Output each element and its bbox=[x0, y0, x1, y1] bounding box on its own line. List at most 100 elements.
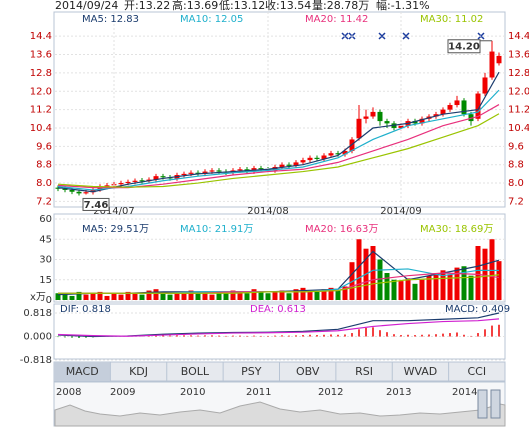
y-tick-label: 0.818 bbox=[23, 308, 52, 319]
candle-body bbox=[139, 180, 145, 182]
y-tick-label: 7.2 bbox=[508, 196, 524, 207]
header-high: 高:13.69 bbox=[172, 0, 218, 12]
volume-bar bbox=[384, 273, 390, 300]
candle-body bbox=[356, 118, 362, 139]
candle-body bbox=[237, 169, 243, 171]
range-handle[interactable] bbox=[490, 389, 501, 419]
y-tick-label: 7.2 bbox=[36, 196, 52, 207]
volume-bar bbox=[83, 294, 89, 300]
candle-body bbox=[384, 121, 390, 124]
volume-bar bbox=[202, 293, 208, 300]
candle-body bbox=[412, 121, 418, 124]
volume-bar bbox=[356, 239, 362, 300]
timeline-year: 2014 bbox=[452, 387, 477, 398]
y-tick-label: 0 bbox=[46, 295, 52, 306]
volume-bar bbox=[300, 287, 306, 300]
candle-body bbox=[132, 180, 138, 182]
volume-bar bbox=[321, 289, 327, 300]
ma-line bbox=[58, 274, 500, 294]
header-low: 低:13.12 bbox=[219, 0, 265, 12]
header-volume: 量:28.78万 bbox=[312, 0, 369, 12]
volume-bar bbox=[475, 246, 481, 300]
y-tick-label: 8.8 bbox=[508, 160, 524, 171]
timeline-year: 2012 bbox=[318, 387, 343, 398]
y-tick-label: 13.6 bbox=[30, 50, 52, 61]
ma-line bbox=[58, 268, 500, 294]
tab[interactable]: RSI bbox=[355, 365, 373, 378]
low-mark: 7.46 bbox=[84, 200, 109, 211]
ma-line bbox=[58, 272, 500, 294]
candle-body bbox=[216, 170, 222, 172]
tab[interactable]: OBV bbox=[296, 365, 320, 378]
candle-body bbox=[293, 162, 299, 166]
volume-bar bbox=[496, 261, 502, 300]
volume-bar bbox=[279, 290, 285, 300]
volume-bar bbox=[258, 291, 264, 300]
y-tick-label: 45 bbox=[39, 234, 52, 245]
volume-bar bbox=[244, 293, 250, 300]
tab[interactable]: KDJ bbox=[129, 365, 148, 378]
candle-body bbox=[258, 168, 264, 170]
y-tick-label: -0.818 bbox=[20, 355, 52, 366]
volume-bar bbox=[132, 293, 138, 300]
tab[interactable]: MACD bbox=[66, 365, 99, 378]
tab[interactable]: WVAD bbox=[404, 365, 438, 378]
y-tick-label: 60 bbox=[39, 214, 52, 225]
volume-bar bbox=[272, 291, 278, 300]
ma-line bbox=[57, 89, 500, 191]
tab[interactable]: CCI bbox=[468, 365, 487, 378]
candle-body bbox=[125, 181, 131, 184]
volume-bar bbox=[342, 286, 348, 300]
tab[interactable]: BOLL bbox=[181, 365, 210, 378]
volume-bar bbox=[482, 248, 488, 300]
candle-body bbox=[335, 153, 341, 155]
volume-bar bbox=[328, 287, 334, 300]
timeline-year: 2010 bbox=[180, 387, 205, 398]
volume-bar bbox=[433, 273, 439, 300]
volume-bar bbox=[454, 267, 460, 300]
volume-bar bbox=[174, 291, 180, 300]
candle-body bbox=[160, 176, 166, 178]
candle-body bbox=[447, 105, 453, 110]
volume-bar bbox=[440, 270, 446, 300]
ma-line bbox=[57, 113, 500, 188]
volume-bar bbox=[55, 293, 61, 300]
y-tick-label: 10.4 bbox=[30, 123, 52, 134]
candle-body bbox=[398, 125, 404, 128]
y-tick-label: 15 bbox=[39, 275, 52, 286]
candle-body bbox=[419, 118, 425, 124]
timeline-year: 2011 bbox=[246, 387, 271, 398]
volume-bar bbox=[160, 293, 166, 300]
volume-bar bbox=[370, 246, 376, 300]
candle-body bbox=[433, 114, 439, 117]
volume-bar bbox=[461, 266, 467, 300]
candle-body bbox=[83, 192, 89, 194]
low-mark-box bbox=[82, 197, 110, 211]
candle-body bbox=[181, 173, 187, 176]
y-tick-label: 12.8 bbox=[508, 68, 529, 79]
volume-bar bbox=[447, 274, 453, 300]
volume-bar bbox=[90, 293, 96, 300]
header-date: 2014/09/24 bbox=[55, 0, 118, 12]
y-tick-label: 30 bbox=[39, 255, 52, 266]
y-tick-label: 11.2 bbox=[30, 105, 52, 116]
volume-bar bbox=[251, 289, 257, 300]
y-tick-label: 8.8 bbox=[36, 160, 52, 171]
volume-bar bbox=[223, 293, 229, 300]
tab[interactable]: PSY bbox=[241, 365, 262, 378]
macd-frame bbox=[53, 303, 506, 360]
y-tick-label: 0.000 bbox=[23, 332, 52, 343]
volume-bar bbox=[188, 290, 194, 300]
candle-body bbox=[468, 114, 474, 122]
range-handle[interactable] bbox=[477, 389, 488, 419]
legend-entry: MA20: 11.42 bbox=[305, 14, 368, 25]
y-tick-label: 9.6 bbox=[36, 141, 52, 152]
volume-bar bbox=[69, 295, 75, 300]
high-mark: 14.20 bbox=[448, 41, 480, 52]
x-tick-label: 2014/07 bbox=[93, 206, 135, 217]
candle-body bbox=[496, 55, 502, 64]
candle-body bbox=[328, 153, 334, 156]
volume-bar bbox=[335, 290, 341, 300]
volume-bar bbox=[398, 281, 404, 300]
candle-body bbox=[90, 189, 96, 193]
